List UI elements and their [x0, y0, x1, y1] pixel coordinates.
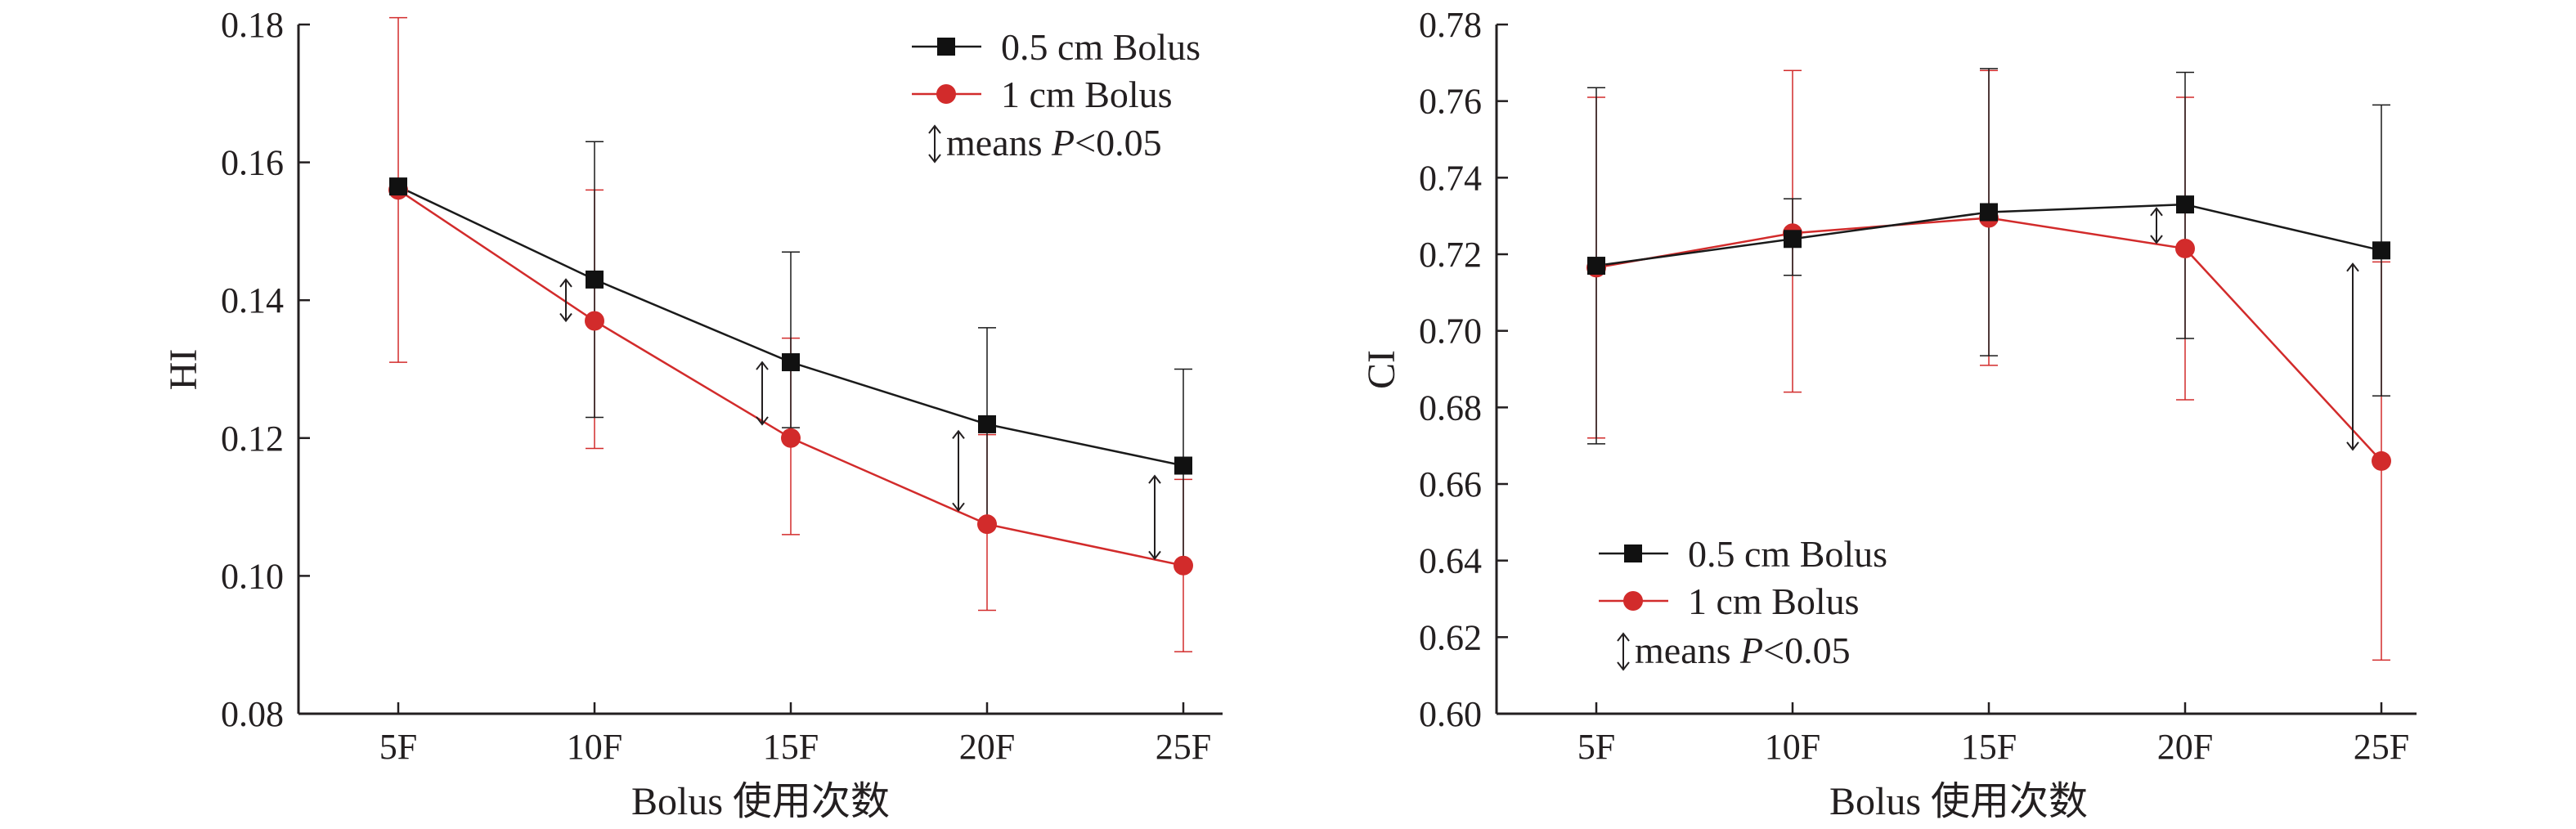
- ci-y-ticks: 0.60 0.62 0.64 0.66 0.68 0.70 0.72 0.74 0.76 0.78: [1419, 5, 1508, 734]
- hi-x-tick-label: 15F: [763, 727, 819, 767]
- ci-point-black-25F: [2372, 241, 2390, 260]
- hi-legend-label-red: 1 cm Bolus: [1001, 74, 1173, 115]
- hi-y-tick-label: 0.16: [221, 143, 284, 183]
- hi-legend-circle-marker: [936, 84, 956, 104]
- ci-legend-label-black: 0.5 cm Bolus: [1688, 533, 1887, 575]
- ci-sig-arrowhead-top: [2346, 262, 2359, 272]
- ci-chart: CI Bolus 使用次数 0.600.620.640.660.680.700.…: [1360, 5, 2417, 823]
- ci-y-tick-label: 0.64: [1419, 541, 1482, 581]
- ci-y-tick-label: 0.62: [1419, 617, 1482, 657]
- ci-legend-circle-marker: [1623, 591, 1643, 611]
- hi-y-ticks: 0.08 0.10 0.12 0.14 0.16 0.18: [221, 5, 310, 734]
- hi-sig-arrowhead-top: [559, 278, 572, 288]
- hi-legend: 0.5 cm Bolus 1 cm Bolus means P<0.05: [912, 26, 1200, 164]
- ci-point-red-25F: [2372, 450, 2391, 471]
- ci-point-red-20F: [2175, 238, 2195, 258]
- hi-y-tick-label: 0.08: [221, 694, 284, 734]
- hi-point-black-20F: [978, 414, 996, 433]
- hi-x-tick-label: 20F: [959, 727, 1015, 767]
- hi-series-markers: [388, 177, 1193, 576]
- hi-point-red-25F: [1174, 555, 1193, 576]
- double-arrow-icon: [928, 124, 941, 164]
- ci-point-black-15F: [1980, 203, 1998, 222]
- hi-legend-square-marker: [937, 38, 955, 56]
- ci-sig-arrowhead-top: [2150, 207, 2163, 217]
- ci-legend-item-red: 1 cm Bolus: [1599, 580, 1860, 622]
- hi-point-red-15F: [781, 428, 801, 448]
- hi-x-tick-label: 25F: [1156, 727, 1211, 767]
- hi-y-tick-label: 0.12: [221, 419, 284, 459]
- ci-y-tick-label: 0.60: [1419, 694, 1482, 734]
- hi-note-prefix: means: [946, 122, 1043, 164]
- ci-legend: 0.5 cm Bolus 1 cm Bolus means P<0.05: [1599, 533, 1887, 671]
- hi-y-tick-label: 0.18: [221, 5, 284, 45]
- hi-x-ticks: 5F 10F 15F 20F 25F: [379, 702, 1211, 767]
- hi-chart: HI Bolus 使用次数 0.08 0.10 0.12 0.14 0.16 0.18 5…: [162, 5, 1223, 823]
- hi-y-tick-label: 0.14: [221, 280, 284, 320]
- ci-legend-significance-note: means P<0.05: [1617, 630, 1851, 671]
- hi-x-tick-label: 10F: [567, 727, 622, 767]
- ci-legend-square-marker: [1624, 544, 1642, 562]
- ci-y-tick-label: 0.78: [1419, 5, 1482, 45]
- ci-y-tick-label: 0.66: [1419, 464, 1482, 504]
- ci-x-tick-label: 25F: [2354, 727, 2409, 767]
- hi-point-black-25F: [1174, 456, 1192, 475]
- ci-sig-arrowhead-bottom: [2346, 441, 2359, 451]
- ci-legend-label-red: 1 cm Bolus: [1688, 580, 1860, 622]
- ci-series-markers: [1586, 195, 2391, 471]
- hi-legend-label-black: 0.5 cm Bolus: [1001, 26, 1200, 68]
- ci-sig-arrowhead-bottom: [2150, 235, 2163, 244]
- hi-y-tick-label: 0.10: [221, 556, 284, 596]
- hi-point-black-10F: [586, 270, 604, 289]
- double-arrow-icon: [1617, 632, 1630, 671]
- ci-x-ticks: 5F 10F 15F 20F 25F: [1577, 702, 2409, 767]
- ci-y-tick-label: 0.76: [1419, 82, 1482, 122]
- hi-sig-arrowhead-top: [756, 361, 769, 370]
- ci-y-tick-label: 0.68: [1419, 388, 1482, 428]
- hi-x-tick-label: 5F: [379, 727, 417, 767]
- ci-y-tick-label: 0.72: [1419, 235, 1482, 275]
- ci-x-axis-label: Bolus 使用次数: [1829, 780, 2088, 823]
- hi-sig-arrowhead-bottom: [756, 416, 769, 426]
- ci-y-tick-label: 0.70: [1419, 311, 1482, 352]
- hi-point-red-20F: [977, 514, 997, 535]
- hi-sig-arrowhead-bottom: [952, 502, 965, 512]
- hi-note-p: P: [1051, 122, 1075, 164]
- hi-legend-item-red: 1 cm Bolus: [912, 74, 1173, 115]
- ci-x-tick-label: 10F: [1765, 727, 1820, 767]
- ci-x-tick-label: 20F: [2157, 727, 2213, 767]
- hi-sig-arrowhead-bottom: [559, 312, 572, 323]
- hi-sig-arrowhead-bottom: [1148, 550, 1161, 560]
- hi-sig-arrowhead-top: [1148, 474, 1161, 484]
- hi-point-red-10F: [585, 311, 604, 331]
- hi-legend-item-black: 0.5 cm Bolus: [912, 26, 1200, 68]
- ci-y-axis-label: CI: [1360, 350, 1403, 389]
- ci-x-tick-label: 15F: [1961, 727, 2017, 767]
- hi-note-suffix: <0.05: [1075, 122, 1161, 164]
- hi-significance-markers: [559, 278, 1161, 560]
- ci-point-black-5F: [1587, 257, 1605, 276]
- hi-y-axis-label: HI: [162, 349, 205, 391]
- hi-point-black-5F: [389, 177, 407, 196]
- hi-x-axis-label: Bolus 使用次数: [631, 780, 890, 823]
- hi-point-black-15F: [782, 353, 800, 372]
- hi-sig-arrowhead-top: [952, 429, 965, 439]
- ci-y-tick-label: 0.74: [1419, 158, 1482, 198]
- ci-significance-markers: [2150, 207, 2359, 451]
- ci-point-black-10F: [1784, 230, 1802, 249]
- hi-legend-significance-note: means P<0.05: [928, 122, 1162, 164]
- ci-legend-note-text: means P<0.05: [1635, 630, 1851, 671]
- ci-x-tick-label: 5F: [1577, 727, 1615, 767]
- hi-legend-note-text: means P<0.05: [946, 122, 1162, 164]
- ci-legend-item-black: 0.5 cm Bolus: [1599, 533, 1887, 575]
- ci-note-p: P: [1739, 630, 1763, 671]
- ci-point-black-20F: [2176, 195, 2194, 214]
- ci-note-suffix: <0.05: [1763, 630, 1850, 671]
- ci-note-prefix: means: [1635, 630, 1731, 671]
